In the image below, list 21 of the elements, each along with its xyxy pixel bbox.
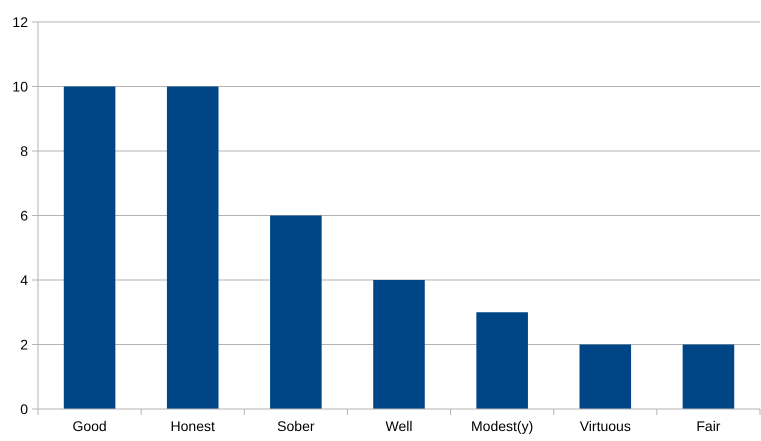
bar xyxy=(373,280,425,409)
y-tick-label: 8 xyxy=(20,142,28,159)
y-tick-label: 2 xyxy=(20,336,28,352)
x-tick-label: Honest xyxy=(170,418,216,434)
x-tick-label: Modest(y) xyxy=(471,418,534,434)
x-tick-label: Virtuous xyxy=(580,418,631,434)
x-tick-label: Fair xyxy=(696,418,721,434)
x-tick-label: Good xyxy=(72,418,107,434)
bar xyxy=(580,344,632,409)
y-tick-label: 4 xyxy=(20,272,28,288)
y-tick-label: 10 xyxy=(12,78,28,94)
bar xyxy=(64,86,116,409)
bar xyxy=(682,344,734,409)
bar xyxy=(166,86,218,409)
x-tick-label: Sober xyxy=(277,418,315,434)
bar xyxy=(476,312,528,409)
y-tick-label: 12 xyxy=(12,14,28,30)
x-tick-label: Well xyxy=(386,418,412,434)
y-tick-label: 0 xyxy=(20,400,28,417)
bar xyxy=(270,216,322,409)
y-tick-label: 6 xyxy=(20,207,28,224)
